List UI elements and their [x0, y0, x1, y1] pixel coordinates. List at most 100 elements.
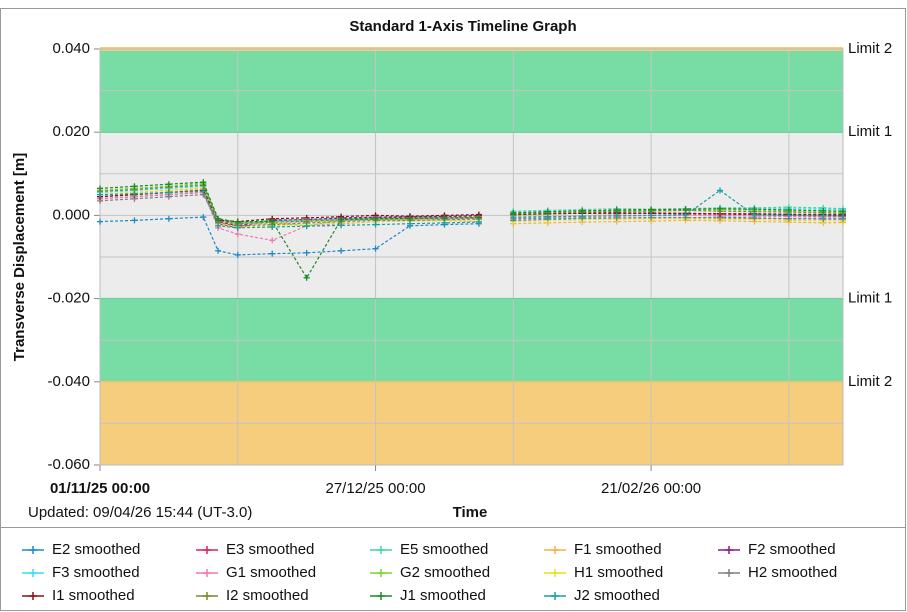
point-marker	[406, 220, 413, 227]
y-tick-label: -0.040	[47, 373, 90, 390]
legend-swatch-marker	[203, 569, 211, 577]
point-marker	[200, 179, 207, 186]
point-marker	[269, 237, 276, 244]
point-marker	[579, 213, 586, 220]
legend-swatch-marker	[377, 592, 385, 600]
updated-note: Updated: 09/04/26 15:44 (UT-3.0)	[28, 504, 252, 521]
point-marker	[215, 247, 222, 254]
point-marker	[131, 217, 138, 224]
y-tick-label: -0.060	[47, 456, 90, 473]
x-tick-label: 01/11/25 00:00	[50, 480, 150, 497]
legend-swatch-marker	[29, 569, 37, 577]
point-marker	[269, 224, 276, 231]
legend-label: J2 smoothed	[574, 587, 660, 604]
point-marker	[97, 218, 103, 225]
legend-label: F2 smoothed	[748, 541, 836, 558]
limit-label: Limit 2	[848, 373, 892, 390]
chart-title: Standard 1-Axis Timeline Graph	[349, 18, 576, 35]
point-marker	[751, 211, 758, 218]
point-marker	[613, 206, 620, 213]
legend-label: E3 smoothed	[226, 541, 314, 558]
legend-label: G2 smoothed	[400, 564, 490, 581]
y-tick-label: 0.000	[52, 206, 90, 223]
point-marker	[751, 206, 758, 213]
x-axis-label: Time	[453, 504, 488, 521]
point-marker	[840, 213, 846, 220]
limit-label: Limit 2	[848, 40, 892, 57]
point-marker	[303, 274, 310, 281]
point-marker	[269, 250, 276, 257]
point-marker	[510, 214, 517, 221]
legend-label: I1 smoothed	[52, 587, 135, 604]
point-marker	[338, 216, 345, 223]
x-tick-label: 21/02/26 00:00	[601, 480, 701, 497]
legend-swatch-marker	[203, 546, 211, 554]
legend-swatch-marker	[725, 569, 733, 577]
point-marker	[200, 214, 207, 221]
legend-swatch-marker	[377, 546, 385, 554]
legend-label: G1 smoothed	[226, 564, 316, 581]
plot-border	[99, 48, 844, 466]
point-marker	[234, 219, 241, 226]
point-marker	[97, 191, 103, 198]
point-marker	[165, 189, 172, 196]
point-marker	[338, 247, 345, 254]
point-marker	[131, 183, 138, 190]
point-marker	[215, 215, 222, 222]
point-marker	[165, 215, 172, 222]
point-marker	[785, 206, 792, 213]
limit-label: Limit 1	[848, 123, 892, 140]
legend-swatch-marker	[551, 592, 559, 600]
point-marker	[372, 215, 379, 222]
legend-swatch-marker	[203, 592, 211, 600]
legend-label: F3 smoothed	[52, 564, 140, 581]
point-marker	[269, 218, 276, 225]
point-marker	[303, 249, 310, 256]
point-marker	[97, 185, 103, 192]
y-tick-label: 0.040	[52, 40, 90, 57]
point-marker	[820, 212, 827, 219]
point-marker	[544, 213, 551, 220]
point-marker	[372, 221, 379, 228]
point-marker	[475, 219, 482, 226]
point-marker	[303, 223, 310, 230]
point-marker	[785, 212, 792, 219]
legend-swatch-marker	[725, 546, 733, 554]
legend-swatch-marker	[551, 569, 559, 577]
point-marker	[716, 205, 723, 212]
legend-swatch-marker	[377, 569, 385, 577]
point-marker	[234, 224, 241, 231]
legend-swatch-marker	[29, 592, 37, 600]
legend-label: J1 smoothed	[400, 587, 486, 604]
point-marker	[613, 212, 620, 219]
legend-label: H2 smoothed	[748, 564, 837, 581]
point-marker	[165, 181, 172, 188]
legend-label: F1 smoothed	[574, 541, 662, 558]
point-marker	[234, 251, 241, 258]
legend-label: I2 smoothed	[226, 587, 309, 604]
legend-label: H1 smoothed	[574, 564, 663, 581]
point-marker	[372, 245, 379, 252]
legend-swatch-marker	[29, 546, 37, 554]
point-marker	[648, 212, 655, 219]
legend-label: E2 smoothed	[52, 541, 140, 558]
point-marker	[682, 211, 689, 218]
point-marker	[215, 222, 222, 229]
point-marker	[648, 206, 655, 213]
point-marker	[579, 207, 586, 214]
point-marker	[200, 188, 207, 195]
point-marker	[338, 222, 345, 229]
x-tick-label: 27/12/25 00:00	[326, 480, 426, 497]
y-tick-label: 0.020	[52, 123, 90, 140]
y-axis-label: Transverse Displacement [m]	[11, 153, 28, 361]
y-tick-label: -0.020	[47, 290, 90, 307]
legend-label: E5 smoothed	[400, 541, 488, 558]
point-marker	[131, 190, 138, 197]
limit-label: Limit 1	[848, 290, 892, 307]
legend-swatch-marker	[551, 546, 559, 554]
point-marker	[716, 187, 723, 194]
point-marker	[682, 206, 689, 213]
point-marker	[406, 215, 413, 222]
point-marker	[441, 219, 448, 226]
